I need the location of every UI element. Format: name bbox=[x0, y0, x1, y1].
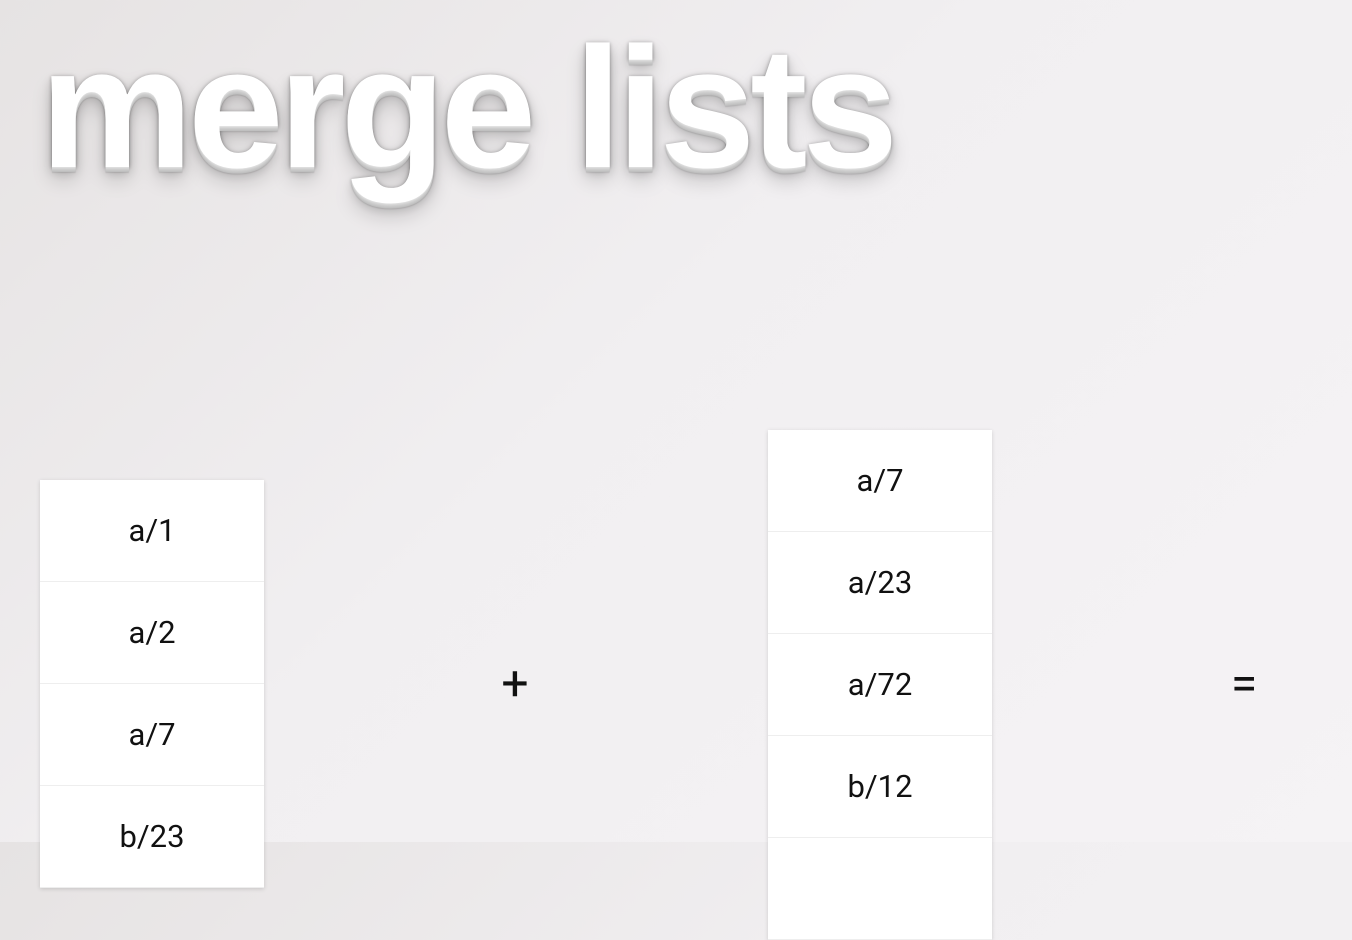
page-title: merge lists bbox=[40, 12, 898, 204]
plus-operator: + bbox=[501, 655, 529, 712]
list-item[interactable]: b/23 bbox=[40, 786, 264, 888]
list: a/1 a/2 a/7 b/23 bbox=[40, 480, 264, 888]
list-item[interactable]: a/7 bbox=[40, 684, 264, 786]
list-item-placeholder bbox=[768, 838, 992, 940]
list-item[interactable]: a/7 bbox=[768, 430, 992, 532]
list-item[interactable]: a/72 bbox=[768, 634, 992, 736]
list-item[interactable]: a/2 bbox=[40, 582, 264, 684]
list: a/7 a/23 a/72 b/12 bbox=[768, 430, 992, 940]
list-item[interactable]: a/23 bbox=[768, 532, 992, 634]
equals-operator: = bbox=[1230, 655, 1258, 712]
list-item[interactable]: a/1 bbox=[40, 480, 264, 582]
list-item[interactable]: b/12 bbox=[768, 736, 992, 838]
